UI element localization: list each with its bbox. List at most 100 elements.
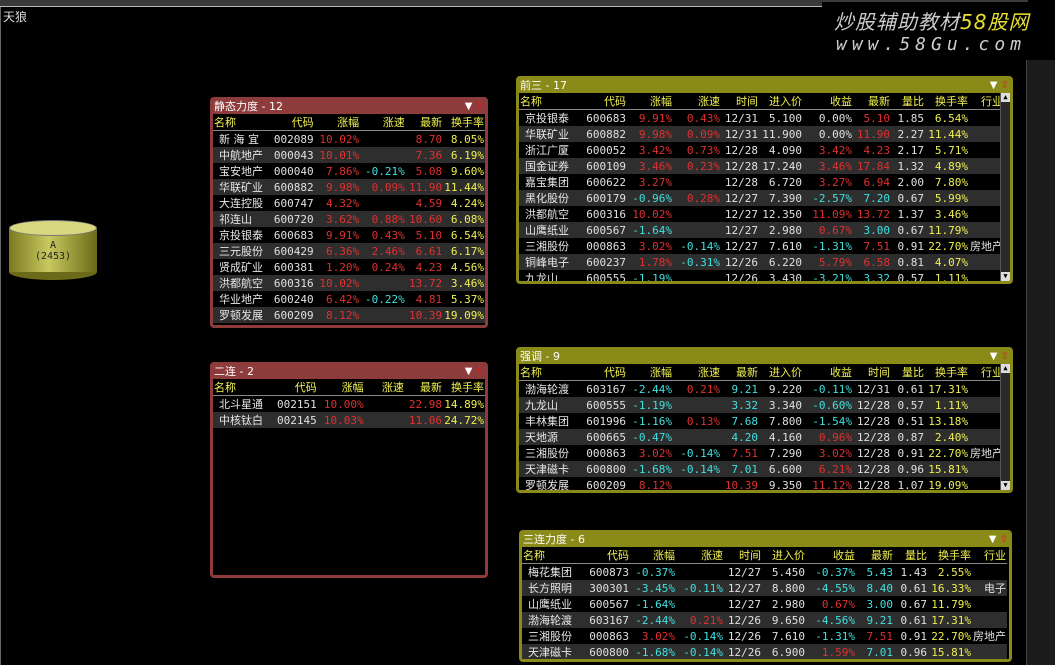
- table-row[interactable]: 中航地产 000043 10.01% 7.36 6.19%: [213, 147, 485, 163]
- vertical-scrollbar[interactable]: ▲ ▼: [1000, 364, 1010, 490]
- column-header-name[interactable]: 名称: [522, 547, 586, 564]
- column-header-change[interactable]: 涨幅: [627, 364, 673, 381]
- table-row[interactable]: 祁连山 600720 3.62% 0.88% 10.60 6.08%: [213, 211, 485, 227]
- column-header-time[interactable]: 时间: [721, 93, 759, 110]
- column-header-industry[interactable]: 行业: [972, 547, 1007, 564]
- panel-title-bar[interactable]: 三连力度 - 6 ▼ ⇧: [522, 533, 1009, 547]
- column-header-industry[interactable]: 行业: [969, 93, 1004, 110]
- column-header-return[interactable]: 收益: [806, 547, 856, 564]
- column-header-last[interactable]: 最新: [721, 364, 759, 381]
- table-row[interactable]: 铜峰电子 600237 1.78% -0.31% 12/26 6.220 5.79% 6.58…: [519, 254, 1004, 270]
- table-row[interactable]: 渤海轮渡 603167 -2.44% 0.21% 12/26 9.650 -4.56% 9.2…: [522, 612, 1007, 628]
- filter-icon[interactable]: ▼: [989, 351, 998, 362]
- column-header-return[interactable]: 收益: [803, 364, 853, 381]
- column-header-volume-ratio[interactable]: 量比: [891, 93, 925, 110]
- column-header-last[interactable]: 最新: [856, 547, 894, 564]
- column-header-code[interactable]: 代码: [583, 364, 627, 381]
- column-header-change[interactable]: 涨幅: [627, 93, 673, 110]
- panel-title-bar[interactable]: 前三 - 17 ▼ ⇧: [519, 79, 1010, 93]
- source-database-node[interactable]: A (2453): [9, 220, 97, 280]
- panel-qiansan[interactable]: 前三 - 17 ▼ ⇧ 名称 代码 涨幅 涨速 时间 进入价 收益 最新 量比 换手率 行业 京投银泰 60…: [516, 76, 1013, 284]
- table-row[interactable]: 浙江广厦 600052 3.42% 0.73% 12/28 4.090 3.42% 4.23 2…: [519, 142, 1004, 158]
- column-header-speed[interactable]: 涨速: [673, 93, 721, 110]
- export-icon[interactable]: ⇧: [475, 101, 484, 112]
- column-header-turnover[interactable]: 换手率: [925, 364, 969, 381]
- panel-sanlian-lidu[interactable]: 三连力度 - 6 ▼ ⇧ 名称 代码 涨幅 涨速 时间 进入价 收益 最新 量比 换手率 行业 梅花集团 6…: [519, 530, 1012, 662]
- table-row[interactable]: 国金证券 600109 3.46% 0.23% 12/28 17.240 3.46% 17.8…: [519, 158, 1004, 174]
- table-row[interactable]: 三元股份 600429 6.36% 2.46% 6.61 6.17%: [213, 243, 485, 259]
- column-header-turnover[interactable]: 换手率: [928, 547, 972, 564]
- table-row[interactable]: 罗顿发展 600209 8.12% 10.39 19.09%: [213, 307, 485, 323]
- scroll-up-icon[interactable]: ▲: [1001, 93, 1010, 102]
- panel-title-bar[interactable]: 强调 - 9 ▼ ⇧: [519, 350, 1010, 364]
- table-row[interactable]: 嘉宝集团 600622 3.27% 12/28 6.720 3.27% 6.94 2.00 7.…: [519, 174, 1004, 190]
- table-row[interactable]: 京投银泰 600683 9.91% 0.43% 12/31 5.100 0.00% 5.10 1…: [519, 110, 1004, 127]
- table-row[interactable]: 新 海 宜 002089 10.02% 8.70 8.05%: [213, 131, 485, 148]
- column-header-entry-price[interactable]: 进入价: [762, 547, 806, 564]
- vertical-scrollbar[interactable]: ▲ ▼: [1000, 93, 1010, 281]
- export-icon[interactable]: ⇧: [475, 366, 484, 377]
- column-header-return[interactable]: 收益: [803, 93, 853, 110]
- column-header-code[interactable]: 代码: [586, 547, 630, 564]
- table-row[interactable]: 三湘股份 000863 3.02% -0.14% 12/26 7.610 -1.31% 7.5…: [522, 628, 1007, 644]
- panel-jingtai-lidu[interactable]: 静态力度 - 12 ▼ ⇧ 名称 代码 涨幅 涨速 最新 换手率新 海 宜 002089 10.0…: [210, 97, 488, 328]
- table-row[interactable]: 贤成矿业 600381 1.20% 0.24% 4.23 4.56%: [213, 259, 485, 275]
- table-row[interactable]: 天津磁卡 600800 -1.68% -0.14% 7.01 6.600 6.21% 12/2…: [519, 461, 1004, 477]
- table-row[interactable]: 华业地产 600240 6.42% -0.22% 4.81 5.37%: [213, 291, 485, 307]
- table-row[interactable]: 丰林集团 601996 -1.16% 0.13% 7.68 7.800 -1.54% 12/2…: [519, 413, 1004, 429]
- column-header-time[interactable]: 时间: [853, 364, 891, 381]
- table-row[interactable]: 大连控股 600747 4.32% 4.59 4.24%: [213, 195, 485, 211]
- table-row[interactable]: 罗顿发展 600209 8.12% 10.39 9.350 11.12% 12/28 1.07…: [519, 477, 1004, 491]
- export-icon[interactable]: ⇧: [1000, 351, 1009, 362]
- table-row[interactable]: 长方照明 300301 -3.45% -0.11% 12/27 8.800 -4.55% 8.…: [522, 580, 1007, 596]
- table-row[interactable]: 华联矿业 600882 9.98% 0.09% 11.90 11.44%: [213, 179, 485, 195]
- column-header-volume-ratio[interactable]: 量比: [894, 547, 928, 564]
- column-header-speed[interactable]: 涨速: [676, 547, 724, 564]
- column-header-change[interactable]: 涨幅: [630, 547, 676, 564]
- filter-icon[interactable]: ▼: [464, 366, 473, 377]
- table-row[interactable]: 九龙山 600555 -1.19% 3.32 3.340 -0.60% 12/28 0.57 1…: [519, 397, 1004, 413]
- panel-title-bar[interactable]: 静态力度 - 12 ▼ ⇧: [213, 100, 485, 114]
- table-row[interactable]: 山鹰纸业 600567 -1.64% 12/27 2.980 0.67% 3.00 0.67 1…: [519, 222, 1004, 238]
- column-header-turnover[interactable]: 换手率: [443, 379, 485, 396]
- filter-icon[interactable]: ▼: [988, 534, 997, 545]
- panel-title-bar[interactable]: 二连 - 2 ▼ ⇧: [213, 365, 485, 379]
- column-header-time[interactable]: 时间: [724, 547, 762, 564]
- column-header-industry[interactable]: 行业: [969, 364, 1004, 381]
- column-header-speed[interactable]: 涨速: [364, 379, 405, 396]
- column-header-name[interactable]: 名称: [213, 114, 272, 131]
- table-row[interactable]: 渤海轮渡 603167 -2.44% 0.21% 9.21 9.220 -0.11% 12/3…: [519, 381, 1004, 398]
- column-header-entry-price[interactable]: 进入价: [759, 93, 803, 110]
- column-header-last[interactable]: 最新: [405, 114, 444, 131]
- table-row[interactable]: 梅花集团 600873 -0.37% 12/27 5.450 -0.37% 5.43 1.43…: [522, 564, 1007, 581]
- table-row[interactable]: 三湘股份 000863 3.02% -0.14% 7.51 7.290 3.02% 12/28…: [519, 445, 1004, 461]
- table-row[interactable]: 北斗星通 002151 10.00% 22.98 14.89%: [213, 396, 485, 413]
- filter-icon[interactable]: ▼: [464, 101, 473, 112]
- column-header-change[interactable]: 涨幅: [314, 114, 361, 131]
- table-row[interactable]: 天地源 600665 -0.47% 4.20 4.160 0.96% 12/28 0.87 2.…: [519, 429, 1004, 445]
- table-row[interactable]: 山鹰纸业 600567 -1.64% 12/27 2.980 0.67% 3.00 0.67 1…: [522, 596, 1007, 612]
- column-header-turnover[interactable]: 换手率: [925, 93, 969, 110]
- column-header-name[interactable]: 名称: [213, 379, 275, 396]
- column-header-name[interactable]: 名称: [519, 93, 583, 110]
- table-row[interactable]: 中核钛白 002145 10.03% 11.06 24.72%: [213, 412, 485, 428]
- column-header-last[interactable]: 最新: [853, 93, 891, 110]
- panel-qiangdiao[interactable]: 强调 - 9 ▼ ⇧ 名称 代码 涨幅 涨速 最新 进入价 收益 时间 量比 换手率 行业 渤海轮渡 603…: [516, 347, 1013, 493]
- table-row[interactable]: 华联矿业 600882 9.98% 0.09% 12/31 11.900 0.00% 11.9…: [519, 126, 1004, 142]
- column-header-name[interactable]: 名称: [519, 364, 583, 381]
- column-header-change[interactable]: 涨幅: [317, 379, 365, 396]
- column-header-entry-price[interactable]: 进入价: [759, 364, 803, 381]
- scroll-up-icon[interactable]: ▲: [1001, 364, 1010, 373]
- table-row[interactable]: 洪都航空 600316 10.02% 12/27 12.350 11.09% 13.72 1.…: [519, 206, 1004, 222]
- scroll-down-icon[interactable]: ▼: [1001, 272, 1010, 281]
- column-header-speed[interactable]: 涨速: [673, 364, 721, 381]
- column-header-code[interactable]: 代码: [274, 379, 318, 396]
- column-header-turnover[interactable]: 换手率: [443, 114, 485, 131]
- table-row[interactable]: 洪都航空 600316 10.02% 13.72 3.46%: [213, 275, 485, 291]
- column-header-speed[interactable]: 涨速: [360, 114, 406, 131]
- export-icon[interactable]: ⇧: [1000, 80, 1009, 91]
- table-row[interactable]: 九龙山 600555 -1.19% 12/26 3.430 -3.21% 3.32 0.57 1…: [519, 270, 1004, 282]
- table-row[interactable]: 京投银泰 600683 9.91% 0.43% 5.10 6.54%: [213, 227, 485, 243]
- filter-icon[interactable]: ▼: [989, 80, 998, 91]
- column-header-code[interactable]: 代码: [583, 93, 627, 110]
